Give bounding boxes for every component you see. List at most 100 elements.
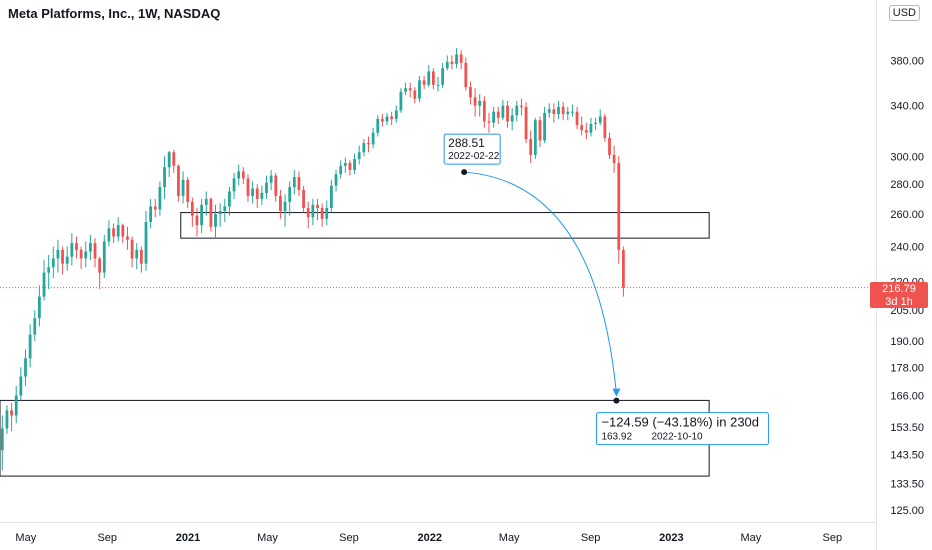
zone-rectangle[interactable] [180,212,710,239]
candle-body[interactable] [126,236,129,240]
candle-body[interactable] [255,188,259,199]
candle-body[interactable] [204,198,208,205]
candle-body[interactable] [246,178,250,196]
candle-body[interactable] [28,334,32,359]
candle-body[interactable] [524,106,528,140]
candle-body[interactable] [413,90,417,99]
candle-body[interactable] [42,272,46,297]
candle-body[interactable] [362,143,366,153]
candle-body[interactable] [506,105,509,122]
candle-body[interactable] [98,258,102,273]
candle-body[interactable] [343,163,347,166]
candle-body[interactable] [357,152,361,159]
candle-body[interactable] [260,192,264,199]
candle-body[interactable] [561,106,565,115]
candle-body[interactable] [394,110,398,119]
measure-end-point[interactable] [613,397,620,404]
candle-body[interactable] [195,215,199,226]
candle-body[interactable] [93,243,97,259]
candle-body[interactable] [441,68,445,85]
candle-body[interactable] [450,61,454,64]
candle-body[interactable] [149,206,153,222]
candle-body[interactable] [316,204,319,208]
candle-body[interactable] [584,130,588,133]
candle-body[interactable] [297,177,301,190]
candle-body[interactable] [589,123,593,133]
candle-body[interactable] [269,175,273,183]
candle-body[interactable] [622,249,625,288]
candle-body[interactable] [515,105,519,116]
candle-body[interactable] [464,62,468,88]
candle-body[interactable] [288,187,292,202]
candle-body[interactable] [367,143,370,145]
candle-body[interactable] [283,201,287,212]
candle-body[interactable] [38,296,41,319]
candle-body[interactable] [70,243,74,257]
candle-body[interactable] [571,111,574,113]
candle-body[interactable] [88,243,92,252]
candle-body[interactable] [177,165,180,196]
candle-body[interactable] [575,111,579,126]
candle-body[interactable] [274,175,278,196]
candle-body[interactable] [209,198,213,227]
candle-body[interactable] [608,137,611,155]
candle-body[interactable] [459,54,463,63]
candle-body[interactable] [594,122,597,124]
candle-body[interactable] [445,61,449,69]
candle-body[interactable] [107,228,111,242]
candle-body[interactable] [51,258,55,268]
candle-body[interactable] [135,249,139,259]
candle-body[interactable] [112,228,115,237]
candle-body[interactable] [181,179,185,196]
candle-body[interactable] [547,109,551,113]
candle-body[interactable] [65,256,69,264]
candle-body[interactable] [102,241,106,273]
candle-body[interactable] [455,54,458,64]
candle-body[interactable] [144,221,148,264]
candle-body[interactable] [75,243,78,250]
candle-body[interactable] [61,249,64,264]
candle-body[interactable] [24,358,27,377]
measure-start-point[interactable] [461,169,468,176]
candle-body[interactable] [163,167,166,188]
candle-body[interactable] [153,206,157,210]
candle-body[interactable] [172,152,176,166]
candle-body[interactable] [418,80,421,99]
candle-body[interactable] [501,105,505,118]
candle-body[interactable] [482,100,486,122]
candle-body[interactable] [334,174,338,186]
candle-body[interactable] [390,116,394,119]
candle-body[interactable] [130,239,134,259]
candle-body[interactable] [292,177,296,188]
candle-body[interactable] [538,120,542,141]
candle-body[interactable] [223,206,227,212]
candle-body[interactable] [139,249,143,264]
candle-body[interactable] [427,71,431,85]
candle-body[interactable] [612,154,616,164]
candle-body[interactable] [496,111,500,118]
candle-body[interactable] [478,100,482,106]
candle-body[interactable] [529,139,533,155]
candle-body[interactable] [380,118,384,122]
candle-body[interactable] [265,182,268,193]
candle-body[interactable] [404,88,407,92]
candle-body[interactable] [348,163,352,170]
candle-body[interactable] [473,97,477,106]
candle-body[interactable] [353,158,356,170]
candle-body[interactable] [33,318,37,335]
candle-body[interactable] [158,187,162,210]
candle-body[interactable] [552,109,556,115]
candle-body[interactable] [557,106,560,115]
candle-body[interactable] [492,111,496,123]
candle-body[interactable] [0,428,4,451]
candle-body[interactable] [232,178,236,192]
candle-body[interactable] [190,201,194,216]
candle-body[interactable] [10,410,13,416]
candle-body[interactable] [533,120,537,155]
candle-body[interactable] [408,88,412,91]
candle-body[interactable] [237,171,241,179]
candle-body[interactable] [218,211,222,215]
candle-body[interactable] [617,163,621,250]
candle-body[interactable] [371,132,375,145]
